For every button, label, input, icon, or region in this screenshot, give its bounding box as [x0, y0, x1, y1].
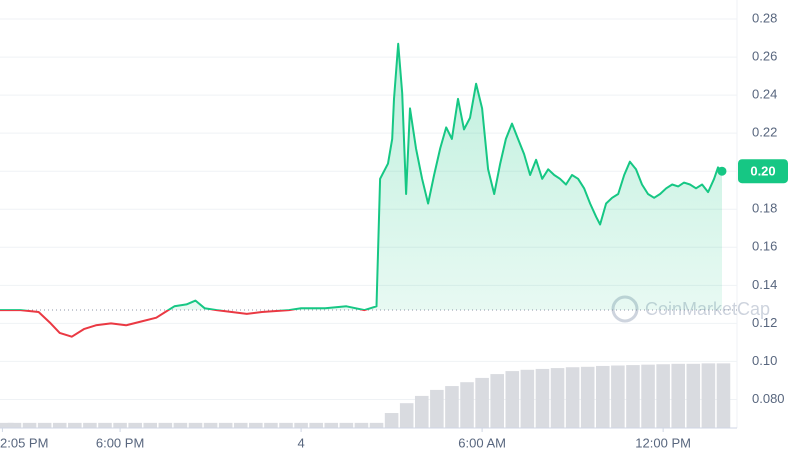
plot — [0, 42, 737, 338]
y-tick-label: 0.080 — [752, 391, 785, 406]
volume-bar — [671, 363, 686, 428]
volume-bar — [399, 403, 414, 428]
price-tag-label: 0.20 — [750, 164, 775, 179]
volume-bar — [264, 422, 278, 428]
volume-bar — [158, 422, 173, 428]
y-tick-label: 0.14 — [752, 277, 777, 292]
volume-bar — [233, 422, 248, 428]
volume-bar — [173, 422, 188, 428]
volume-bar — [490, 374, 504, 428]
volume-bar — [309, 422, 323, 428]
y-tick-label: 0.12 — [752, 315, 777, 330]
x-tick-label: 6:00 PM — [96, 435, 144, 450]
volume-bar — [445, 386, 459, 428]
volume-bar — [52, 422, 67, 428]
volume-bar — [596, 365, 610, 428]
volume-bar — [294, 422, 308, 428]
volume-bar — [113, 422, 127, 428]
price-tag — [738, 159, 788, 184]
volume-bar — [430, 389, 444, 428]
volume-bar — [68, 422, 82, 428]
volume-bar — [98, 422, 112, 428]
volume-bar — [550, 368, 565, 428]
volume-bar — [641, 364, 655, 428]
volume-bar — [580, 366, 595, 428]
volume-bar — [339, 422, 354, 428]
grid — [0, 18, 737, 400]
volume-bar — [369, 422, 384, 428]
volume-bar — [701, 363, 716, 428]
y-tick-label: 0.24 — [752, 87, 777, 102]
volume-bar — [37, 422, 52, 428]
volume-bar — [0, 422, 14, 428]
volume-bar — [460, 382, 474, 428]
volume-bar — [354, 422, 369, 428]
y-tick-label: 0.16 — [752, 239, 777, 254]
volume-bar — [7, 422, 22, 428]
y-tick-label: 0.10 — [752, 353, 777, 368]
y-tick-label: 0.26 — [752, 49, 777, 64]
volume-bar — [626, 365, 640, 428]
x-tick-label: 2:05 PM — [0, 435, 48, 450]
volume-bar — [128, 422, 142, 428]
volume-bar — [475, 377, 489, 428]
volume-bar — [188, 422, 203, 428]
volume-bar — [535, 368, 550, 428]
price-area — [168, 43, 722, 311]
volume-bar — [656, 364, 670, 428]
volume-bar — [218, 422, 233, 428]
y-tick-label: 0.28 — [752, 10, 777, 25]
x-tick-label: 4 — [297, 435, 304, 450]
volume-bar — [505, 371, 520, 428]
volume — [0, 363, 731, 428]
volume-bar — [686, 363, 701, 428]
y-tick-label: 0.22 — [752, 125, 777, 140]
volume-bar — [716, 363, 731, 428]
volume-bar — [520, 369, 535, 428]
price-line — [0, 42, 723, 311]
volume-bar — [249, 422, 263, 428]
volume-bar — [384, 413, 399, 428]
last-point — [717, 166, 727, 176]
y-tick-label: 0.18 — [752, 201, 777, 216]
volume-bar — [83, 422, 97, 428]
volume-bar — [414, 395, 429, 428]
volume-bar — [203, 422, 218, 428]
volume-bar — [143, 422, 158, 428]
x-tick-label: 12:00 PM — [635, 435, 691, 450]
volume-bar — [565, 367, 580, 428]
volume-bar — [22, 422, 37, 428]
x-tick-label: 6:00 AM — [458, 435, 506, 450]
volume-bar — [611, 365, 625, 428]
volume-bar — [279, 422, 293, 428]
volume-bar — [324, 422, 339, 428]
